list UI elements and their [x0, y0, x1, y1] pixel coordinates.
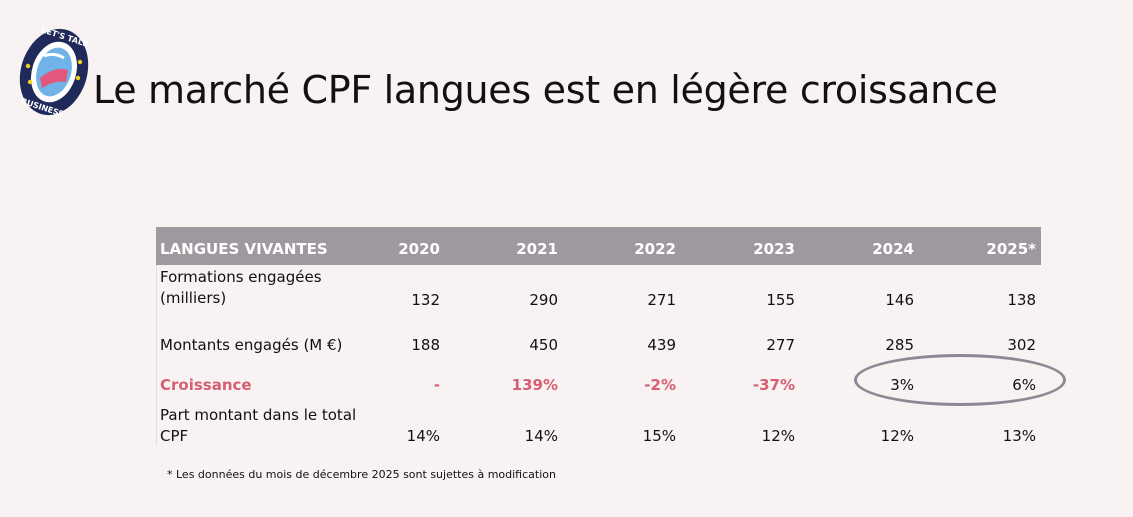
table-cell: 15%: [642, 427, 676, 445]
table-cell: 13%: [1002, 427, 1036, 445]
table-cell: 439: [647, 336, 676, 354]
table-cell: 285: [885, 336, 914, 354]
table-cell: -37%: [752, 376, 795, 394]
header-year: 2024: [872, 240, 914, 258]
table-cell: 450: [529, 336, 558, 354]
table-cell: 139%: [511, 376, 558, 394]
lets-talk-business-logo: LET'S TALK BUSINESS: [20, 26, 90, 118]
table-header-row: LANGUES VIVANTES 2020 2021 2022 2023 202…: [156, 227, 1041, 265]
table-cell: 14%: [406, 427, 440, 445]
header-year: 2021: [516, 240, 558, 258]
row-label: Formations engagées (milliers): [160, 268, 322, 307]
page-title: Le marché CPF langues est en légère croi…: [93, 68, 998, 112]
table-cell: 155: [766, 291, 795, 309]
table-cell: 12%: [880, 427, 914, 445]
table-cell: 302: [1007, 336, 1036, 354]
table-cell: 290: [529, 291, 558, 309]
table-cell: 271: [647, 291, 676, 309]
row-label: Part montant dans le total CPF: [160, 406, 357, 445]
header-year: 2020: [398, 240, 440, 258]
header-year: 2025*: [986, 240, 1036, 258]
table-cell: 277: [766, 336, 795, 354]
row-label: Montants engagés (M €): [160, 336, 343, 354]
table-cell: 146: [885, 291, 914, 309]
table-cell: 132: [411, 291, 440, 309]
footnote: * Les données du mois de décembre 2025 s…: [167, 468, 556, 481]
header-year: 2023: [753, 240, 795, 258]
table-cell: 188: [411, 336, 440, 354]
header-year: 2022: [634, 240, 676, 258]
table-cell: 14%: [524, 427, 558, 445]
table-row-montants: Montants engagés (M €) 188 450 439 277 2…: [156, 325, 1041, 365]
table-cell: -2%: [644, 376, 676, 394]
table-row-part-montant: Part montant dans le total CPF 14% 14% 1…: [156, 405, 1041, 446]
highlight-circle: [854, 354, 1066, 406]
cpf-languages-table: LANGUES VIVANTES 2020 2021 2022 2023 202…: [156, 227, 1041, 446]
header-label: LANGUES VIVANTES: [160, 240, 328, 258]
table-row-formations: Formations engagées (milliers) 132 290 2…: [156, 265, 1041, 345]
table-cell: 138: [1007, 291, 1036, 309]
table-cell: -: [433, 376, 440, 394]
table-left-border: [156, 227, 157, 446]
row-label: Croissance: [160, 376, 252, 394]
table-cell: 12%: [761, 427, 795, 445]
